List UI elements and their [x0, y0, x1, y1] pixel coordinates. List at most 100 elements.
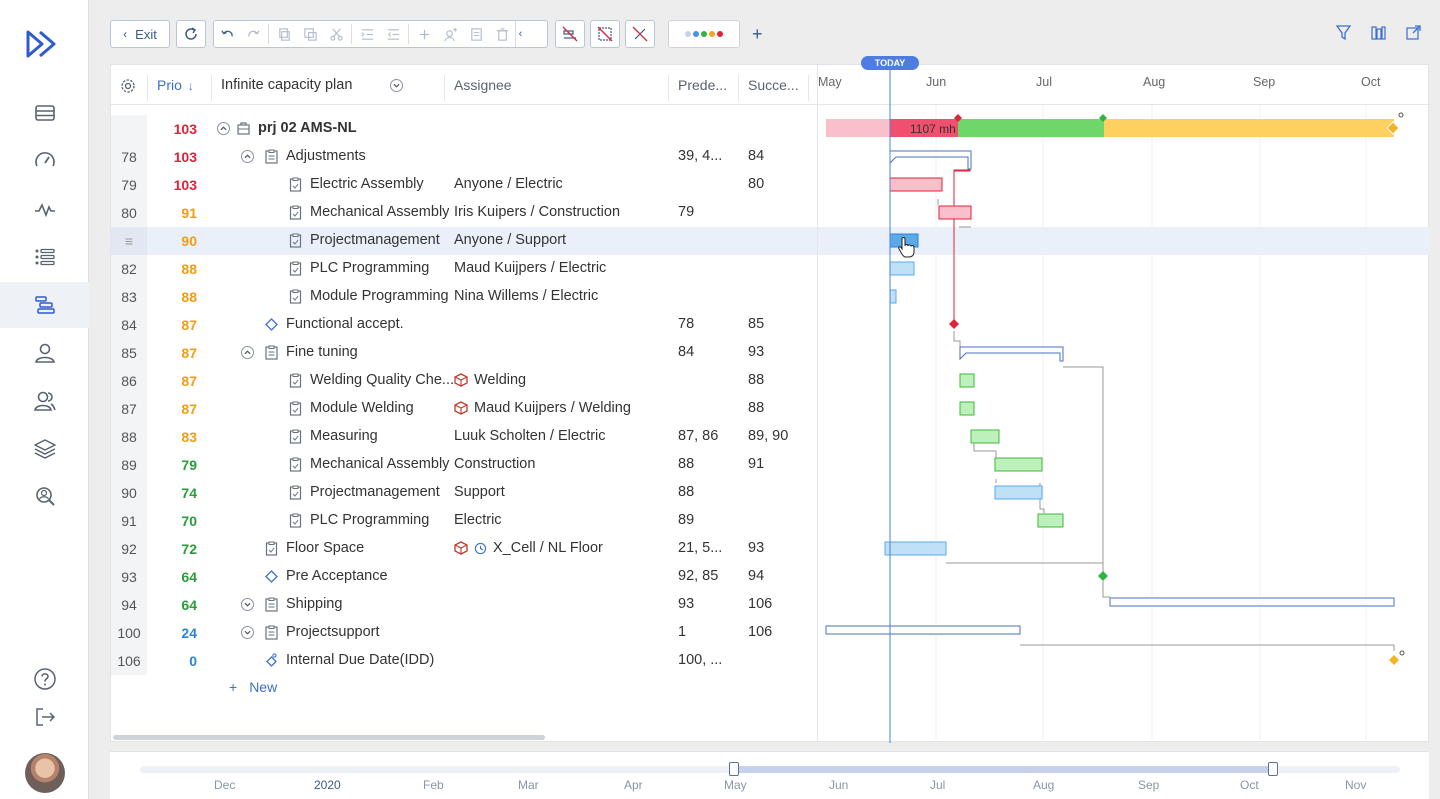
nav-data-icon[interactable] — [0, 90, 89, 136]
successors-cell[interactable]: 94 — [748, 568, 764, 584]
assignee-cell[interactable]: Anyone / Support — [454, 232, 566, 248]
table-row[interactable]: 80 91 Mechanical Assembly Iris Kuipers / Co… — [111, 199, 817, 227]
assignee-cell[interactable]: Construction — [454, 456, 535, 472]
assignee-cell[interactable]: Iris Kuipers / Construction — [454, 204, 620, 220]
table-row[interactable]: 103 prj 02 AMS-NL — [111, 115, 817, 143]
bar-mechanical-assembly[interactable] — [938, 205, 972, 220]
collapse-icon[interactable] — [241, 346, 254, 359]
notes-icon[interactable] — [463, 21, 489, 47]
task-name-cell[interactable]: Measuring — [289, 428, 378, 444]
table-row[interactable]: 78 103 Adjustments 39, 4... 84 — [111, 143, 817, 171]
assignee-cell[interactable]: Luuk Scholten / Electric — [454, 428, 606, 444]
settings-gear-icon[interactable] — [120, 78, 136, 94]
successors-cell[interactable]: 85 — [748, 316, 764, 332]
successors-cell[interactable]: 88 — [748, 400, 764, 416]
table-row[interactable]: 93 64 Pre Acceptance 92, 85 94 — [111, 563, 817, 591]
task-name-cell[interactable]: Module Programming — [289, 288, 449, 304]
hide-critical-path-button[interactable] — [555, 20, 585, 48]
successors-cell[interactable]: 106 — [748, 596, 772, 612]
nav-list-icon[interactable] — [0, 234, 89, 280]
task-name-cell[interactable]: Mechanical Assembly — [289, 456, 449, 472]
new-task-button[interactable]: + New — [229, 679, 277, 695]
help-icon[interactable] — [0, 656, 89, 702]
predecessors-cell[interactable]: 87, 86 — [678, 428, 718, 444]
filter-icon[interactable] — [1335, 24, 1352, 41]
predecessors-cell[interactable]: 84 — [678, 344, 694, 360]
nav-gantt-icon[interactable] — [0, 282, 89, 328]
successors-cell[interactable]: 93 — [748, 344, 764, 360]
task-name-cell[interactable]: Adjustments — [265, 148, 366, 164]
predecessors-cell[interactable]: 88 — [678, 456, 694, 472]
predecessors-cell[interactable]: 92, 85 — [678, 568, 718, 584]
task-name-cell[interactable]: Projectmanagement — [289, 484, 440, 500]
nav-layers-icon[interactable] — [0, 426, 89, 472]
bar-floor-space[interactable] — [884, 541, 947, 556]
logout-icon[interactable] — [0, 694, 89, 740]
assignee-cell[interactable]: Electric — [454, 512, 502, 528]
task-name-cell[interactable]: Shipping — [265, 596, 342, 612]
external-link-icon[interactable] — [1405, 24, 1422, 41]
table-row[interactable]: 90 74 Projectmanagement Support 88 — [111, 479, 817, 507]
table-row[interactable]: 79 103 Electric Assembly Anyone / Electric 8… — [111, 171, 817, 199]
milestone-functional-accept[interactable] — [949, 319, 959, 329]
bar-electric-assembly[interactable] — [889, 177, 943, 192]
nav-analytics-icon[interactable] — [0, 186, 89, 232]
predecessors-cell[interactable]: 79 — [678, 204, 694, 220]
add-view-button[interactable]: + — [752, 24, 763, 44]
task-name-cell[interactable]: Projectsupport — [265, 624, 380, 640]
table-row[interactable]: 86 87 Welding Quality Che... Welding 88 — [111, 367, 817, 395]
task-name-cell[interactable]: Functional accept. — [265, 316, 404, 332]
undo-icon[interactable] — [214, 21, 240, 47]
assignee-cell[interactable]: Maud Kuijpers / Electric — [454, 260, 606, 276]
bar-welding-quality-check[interactable] — [959, 373, 975, 388]
assignee-cell[interactable]: Anyone / Electric — [454, 176, 563, 192]
bar-fine-tuning[interactable] — [959, 346, 1064, 362]
timeline-visible-range[interactable] — [733, 766, 1273, 773]
outdent-icon[interactable] — [380, 21, 406, 47]
predecessors-cell[interactable]: 100, ... — [678, 652, 722, 668]
horizontal-scrollbar[interactable] — [113, 735, 545, 740]
table-row[interactable]: 84 87 Functional accept. 78 85 — [111, 311, 817, 339]
assignee-cell[interactable]: X_Cell / NL Floor — [454, 540, 603, 556]
task-name-cell[interactable]: Mechanical Assembly — [289, 204, 449, 220]
table-row[interactable]: 87 87 Module Welding Maud Kuijpers / Weldin… — [111, 395, 817, 423]
expand-icon[interactable] — [241, 626, 254, 639]
successors-cell[interactable]: 80 — [748, 176, 764, 192]
chevron-left-icon[interactable]: ‹ — [515, 21, 525, 47]
successors-cell[interactable]: 89, 90 — [748, 428, 788, 444]
task-name-cell[interactable]: prj 02 AMS-NL — [237, 120, 357, 136]
nav-user-icon[interactable] — [0, 330, 89, 376]
successors-cell[interactable]: 106 — [748, 624, 772, 640]
app-logo-icon[interactable] — [26, 30, 64, 58]
task-name-cell[interactable]: PLC Programming — [289, 260, 429, 276]
refresh-button[interactable] — [176, 20, 206, 48]
plan-dropdown-icon[interactable] — [390, 79, 403, 92]
bar-projectsupport[interactable] — [825, 625, 1021, 635]
assignee-cell[interactable]: Support — [454, 484, 505, 500]
columns-icon[interactable] — [1370, 24, 1387, 41]
task-name-cell[interactable]: Projectmanagement — [289, 232, 440, 248]
predecessors-cell[interactable]: 89 — [678, 512, 694, 528]
table-row[interactable]: 91 70 PLC Programming Electric 89 — [111, 507, 817, 535]
predecessors-cell[interactable]: 88 — [678, 484, 694, 500]
timeline-range-end-handle[interactable] — [1268, 762, 1278, 776]
hide-dependencies-button[interactable] — [590, 20, 620, 48]
successors-cell[interactable]: 88 — [748, 372, 764, 388]
table-row[interactable]: 89 79 Mechanical Assembly Construction 88 91 — [111, 451, 817, 479]
task-name-cell[interactable]: Internal Due Date(IDD) — [265, 652, 434, 668]
delete-icon[interactable] — [489, 21, 515, 47]
avatar[interactable] — [25, 753, 65, 793]
task-name-cell[interactable]: Welding Quality Che... — [289, 372, 454, 388]
task-name-cell[interactable]: Fine tuning — [265, 344, 358, 360]
bar-plc-programming[interactable] — [889, 261, 915, 276]
successors-cell[interactable]: 91 — [748, 456, 764, 472]
assignee-cell[interactable]: Welding — [454, 372, 526, 388]
indent-icon[interactable] — [354, 21, 380, 47]
task-name-cell[interactable]: Module Welding — [289, 400, 414, 416]
milestone-pre-acceptance[interactable] — [1098, 571, 1108, 581]
successors-cell[interactable]: 93 — [748, 540, 764, 556]
table-row[interactable]: 100 24 Projectsupport 1 106 — [111, 619, 817, 647]
task-name-cell[interactable]: Electric Assembly — [289, 176, 424, 192]
bar-plc-programming-2[interactable] — [1037, 513, 1064, 528]
nav-users-icon[interactable] — [0, 378, 89, 424]
